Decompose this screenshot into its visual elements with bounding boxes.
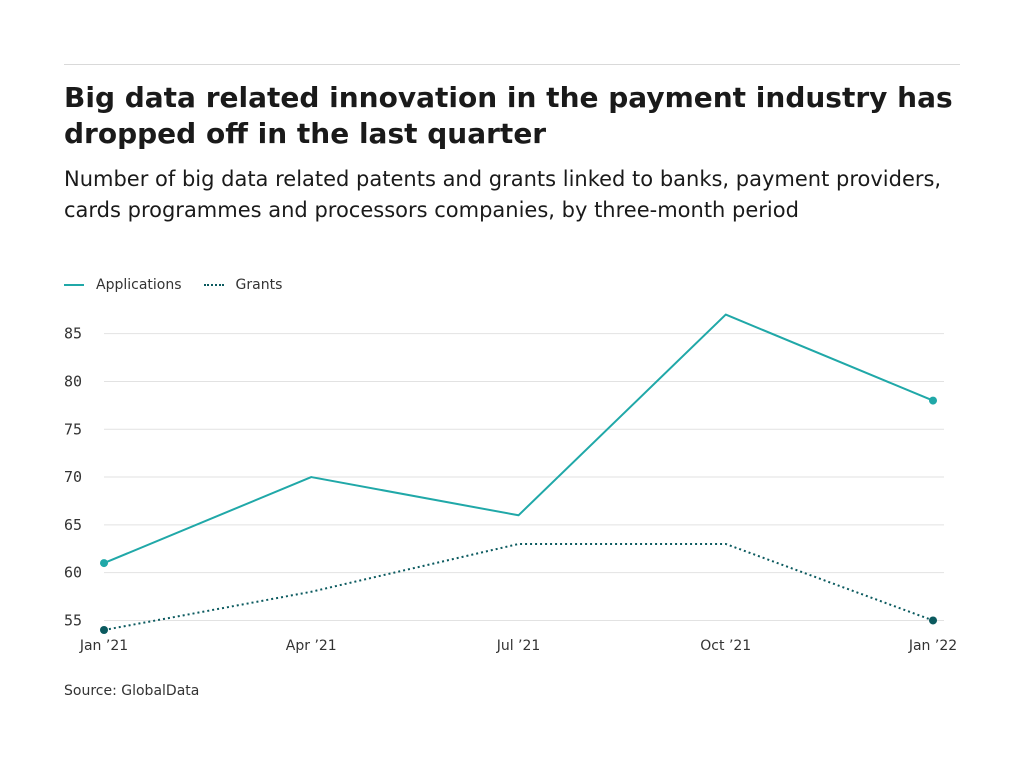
y-tick-label: 75 bbox=[64, 420, 82, 438]
series-layer bbox=[100, 313, 937, 634]
source-note: Source: GlobalData bbox=[64, 683, 200, 699]
legend-label-applications: Applications bbox=[96, 277, 182, 293]
y-tick-label: 85 bbox=[64, 325, 82, 343]
y-tick-label: 60 bbox=[64, 564, 82, 582]
chart-title: Big data related innovation in the payme… bbox=[64, 81, 953, 150]
legend-swatch-grants bbox=[203, 284, 224, 286]
y-tick-label: 70 bbox=[64, 468, 82, 486]
legend-item-applications: Applications bbox=[64, 277, 182, 293]
y-tick-label: 55 bbox=[64, 611, 82, 629]
x-axis-ticks: Jan ’21 Apr ’21 Jul ’21 Oct ’21 Jan ’22 bbox=[79, 638, 957, 654]
x-tick-label: Jan ’22 bbox=[908, 638, 957, 654]
top-divider bbox=[64, 64, 960, 65]
series-line-grants bbox=[103, 542, 934, 631]
chart-subtitle: Number of big data related patents and g… bbox=[64, 167, 942, 222]
series-point-applications bbox=[100, 559, 108, 568]
x-tick-label: Apr ’21 bbox=[286, 638, 337, 654]
y-tick-label: 80 bbox=[64, 372, 82, 390]
legend-label-grants: Grants bbox=[235, 277, 283, 293]
series-point-grants bbox=[100, 626, 108, 634]
series-line-applications bbox=[103, 313, 934, 565]
series-point-applications bbox=[929, 396, 937, 405]
x-tick-label: Oct ’21 bbox=[700, 638, 751, 654]
y-axis-ticks: 55 60 65 70 75 80 85 bbox=[64, 325, 82, 630]
x-tick-label: Jan ’21 bbox=[79, 638, 128, 654]
grid-layer bbox=[104, 333, 944, 621]
legend-item-grants: Grants bbox=[203, 277, 283, 293]
series-point-grants bbox=[929, 616, 937, 625]
legend: Applications Grants bbox=[64, 276, 304, 294]
legend-swatch-applications bbox=[64, 284, 84, 286]
x-tick-label: Jul ’21 bbox=[496, 638, 541, 654]
y-tick-label: 65 bbox=[64, 516, 82, 534]
